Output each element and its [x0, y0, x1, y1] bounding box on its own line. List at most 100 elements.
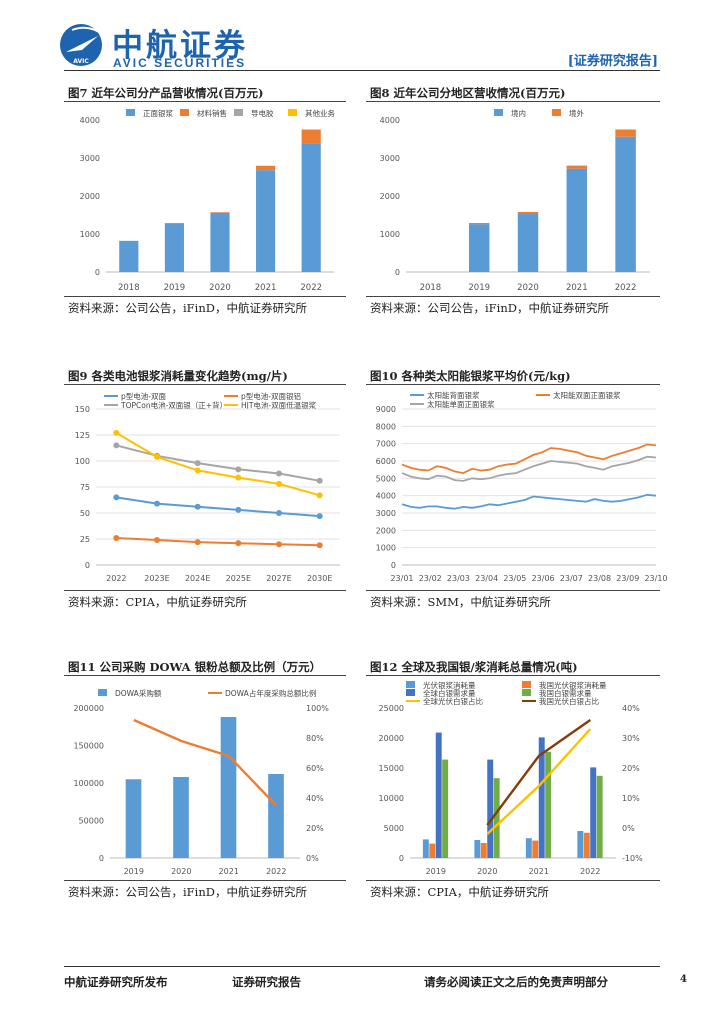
series-line: [401, 443, 657, 475]
x-tick-label: 2020: [477, 867, 497, 876]
y2-tick-label: 40%: [306, 794, 324, 803]
y-tick-label: 0: [95, 268, 100, 277]
figure-11-top-rule: [64, 675, 346, 676]
x-tick-label: 2021: [529, 867, 549, 876]
x-tick-label: 2018: [420, 283, 442, 293]
figure-7-source: 资料来源：公司公告，iFinD，中航证券研究所: [68, 301, 307, 315]
legend-label: 境内: [511, 108, 526, 118]
y-tick-label: 10000: [379, 794, 404, 803]
y-tick-label: 50000: [79, 817, 104, 826]
bar: [474, 840, 481, 858]
legend-label: 光伏银浆消耗量: [423, 680, 476, 690]
x-tick-label: 23/07: [560, 574, 583, 583]
figure-9-top-rule: [64, 384, 346, 385]
legend-label: 导电胶: [251, 108, 274, 118]
bar-segment: [210, 212, 230, 213]
bar: [487, 759, 494, 858]
legend-label: DOWA占年度采购总额比例: [225, 688, 316, 698]
legend-swatch: [406, 681, 415, 688]
legend-label: 我国白银需求量: [539, 688, 592, 698]
y2-tick-label: 100%: [306, 704, 329, 713]
series-line: [116, 537, 320, 547]
figure-8-top-rule: [366, 101, 660, 102]
brand-name-en: AVIC SECURITIES: [113, 56, 247, 70]
bar-segment: [256, 165, 276, 171]
y-tick-label: 0: [395, 268, 400, 277]
legend-label: p型电池-双面: [121, 391, 166, 401]
footer-report-type: 证券研究报告: [232, 975, 301, 989]
bar-segment: [566, 165, 588, 169]
legend-swatch: [522, 681, 531, 688]
legend-label: DOWA采购额: [115, 688, 162, 698]
bar-segment: [119, 240, 139, 272]
legend-label: TOPCon电池-双面银（正+背）: [120, 400, 227, 410]
legend-label: 太阳能双面正面银浆: [553, 390, 621, 400]
x-tick-label: 2025E: [226, 574, 251, 583]
bar: [480, 843, 487, 858]
x-tick-label: 23/05: [503, 574, 526, 583]
x-tick-label: 2022: [615, 283, 637, 293]
legend-label: 正面银浆: [143, 108, 173, 118]
x-tick-label: 23/08: [588, 574, 611, 583]
series-line: [115, 432, 320, 497]
bar: [545, 751, 552, 858]
y-tick-label: 4000: [376, 492, 396, 501]
bar: [493, 778, 500, 858]
bar-segment: [468, 224, 490, 272]
figure-8-title: 图8 近年公司分地区营收情况(百万元): [370, 86, 566, 100]
bar: [525, 838, 532, 858]
bar-segment: [164, 223, 184, 272]
y-tick-label: 25000: [379, 704, 404, 713]
figure-7-title: 图7 近年公司分产品营收情况(百万元): [68, 86, 264, 100]
y2-tick-label: -10%: [622, 854, 643, 863]
figure-12-title: 图12 全球及我国银/浆消耗总量情况(吨): [370, 660, 578, 674]
legend-label: 太阳能背面银浆: [427, 390, 480, 400]
y2-tick-label: 40%: [622, 704, 640, 713]
y2-tick-label: 0%: [622, 824, 635, 833]
bar-segment: [517, 213, 539, 272]
figure-11-chart: DOWA采购额 DOWA占年度采购总额比例 0 50000 100000 150000 20…: [73, 688, 329, 876]
x-tick-label: 2020: [517, 283, 539, 293]
y2-tick-label: 60%: [306, 764, 324, 773]
legend-swatch: [288, 109, 297, 116]
x-tick-label: 23/03: [447, 574, 470, 583]
bar-segment: [210, 212, 230, 272]
x-tick-label: 2022: [300, 283, 322, 293]
legend-label: 境外: [569, 108, 584, 118]
y2-tick-label: 20%: [622, 764, 640, 773]
y-tick-label: 20000: [379, 734, 404, 743]
series-line: [116, 496, 320, 518]
figure-9-chart: p型电池-双面 p型电池-双面银铝 TOPCon电池-双面银（正+背） HJT电池-双…: [75, 391, 340, 583]
bar-segment: [256, 170, 276, 272]
legend-label: 其他业务: [305, 108, 335, 118]
y-tick-label: 3000: [380, 154, 400, 163]
y-tick-label: 4000: [380, 116, 400, 125]
legend-swatch: [126, 109, 135, 116]
y-tick-label: 1000: [80, 230, 100, 239]
bar: [577, 831, 584, 858]
legend-label: 全球光伏白银占比: [423, 696, 483, 706]
y-tick-label: 100: [75, 457, 90, 466]
figure-8-chart: 境内 境外 0 1000 2000 3000 4000 2018 2019 2020 2021 202…: [380, 108, 650, 293]
y-tick-label: 100000: [73, 779, 104, 788]
x-tick-label: 2019: [164, 283, 186, 293]
y-tick-label: 15000: [379, 764, 404, 773]
logo-mark-text: AVIC: [73, 58, 89, 65]
header-divider: [64, 70, 660, 71]
bar: [268, 774, 284, 858]
y-tick-label: 8000: [376, 422, 396, 431]
bar-segment: [517, 211, 539, 214]
y-tick-label: 25: [80, 535, 90, 544]
y-tick-label: 3000: [376, 509, 396, 518]
x-tick-label: 2020: [209, 283, 231, 293]
figure-11-bottom-rule: [64, 880, 346, 881]
series-line: [116, 444, 320, 482]
bar: [429, 843, 436, 858]
y2-tick-label: 0%: [306, 854, 319, 863]
figure-11-source: 资料来源：公司公告，iFinD，中航证券研究所: [68, 885, 307, 899]
y-tick-label: 4000: [80, 116, 100, 125]
figure-9-bottom-rule: [64, 590, 346, 591]
figure-12-source: 资料来源：CPIA，中航证券研究所: [370, 885, 549, 899]
x-tick-label: 2019: [468, 283, 490, 293]
